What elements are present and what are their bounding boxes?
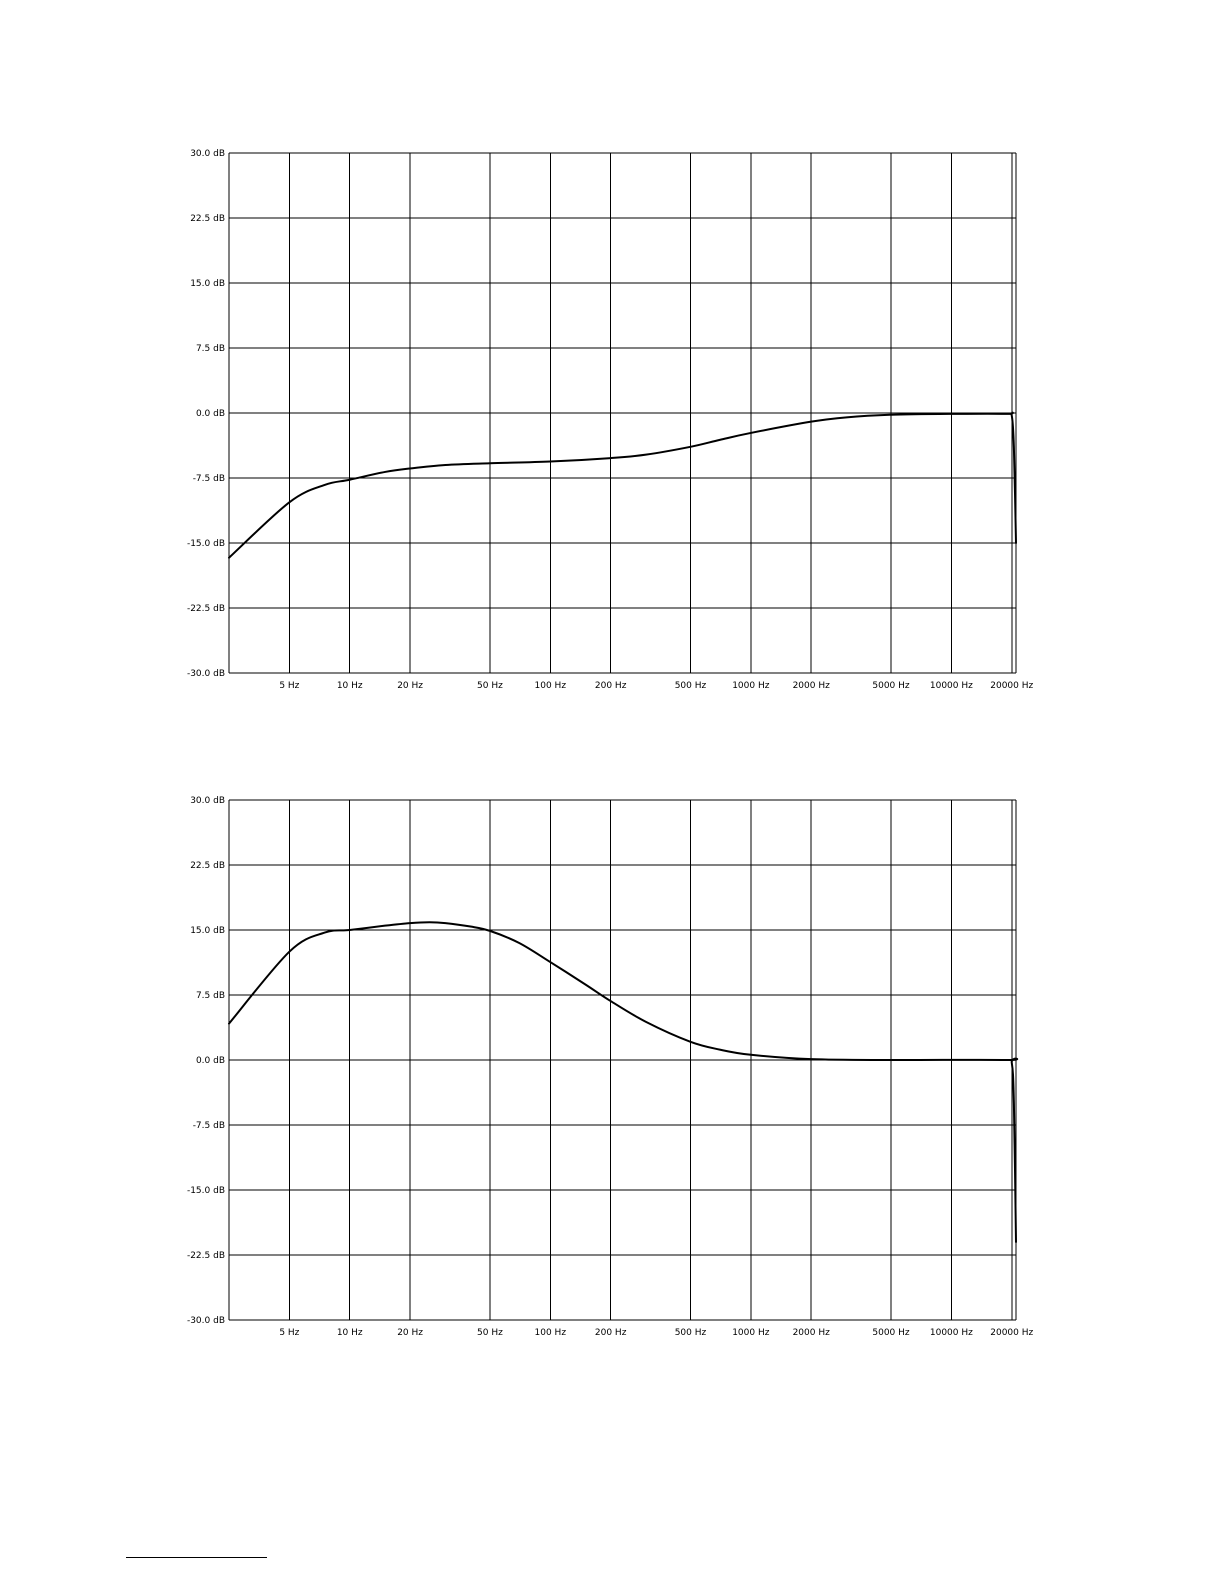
- x-tick-label: 500 Hz: [675, 681, 707, 691]
- y-tick-label: 15.0 dB: [190, 279, 225, 289]
- y-tick-label: 22.5 dB: [190, 861, 225, 871]
- x-tick-label: 100 Hz: [535, 1328, 567, 1338]
- x-tick-label: 50 Hz: [477, 1328, 503, 1338]
- x-tick-label: 1000 Hz: [732, 681, 770, 691]
- frequency-response-chart-bottom: 30.0 dB 22.5 dB 15.0 dB 7.5 dB 0.0 dB -7.5 dB…: [187, 796, 1034, 1338]
- frequency-response-chart-top: 30.0 dB 22.5 dB 15.0 dB 7.5 dB 0.0 dB -7.5 dB…: [187, 149, 1034, 691]
- x-tick-label: 50 Hz: [477, 681, 503, 691]
- grid: [228, 799, 1017, 1321]
- x-tick-label: 5000 Hz: [872, 681, 910, 691]
- x-tick-label: 10 Hz: [337, 1328, 363, 1338]
- x-tick-label: 5 Hz: [279, 1328, 299, 1338]
- y-tick-label: -7.5 dB: [193, 474, 225, 484]
- y-tick-label: 30.0 dB: [190, 149, 225, 159]
- response-curve: [228, 921, 1019, 1243]
- x-tick-label: 20 Hz: [397, 681, 423, 691]
- x-tick-label: 500 Hz: [675, 1328, 707, 1338]
- x-tick-label: 2000 Hz: [793, 1328, 831, 1338]
- grid: [228, 152, 1017, 674]
- y-tick-label: -22.5 dB: [187, 1251, 225, 1261]
- x-tick-label: 5 Hz: [279, 681, 299, 691]
- response-curve: [228, 411, 1017, 559]
- x-tick-label: 20000 Hz: [990, 1328, 1033, 1338]
- x-tick-label: 200 Hz: [595, 1328, 627, 1338]
- x-tick-label: 10000 Hz: [930, 1328, 973, 1338]
- x-tick-label: 5000 Hz: [872, 1328, 910, 1338]
- y-tick-label: -22.5 dB: [187, 604, 225, 614]
- x-tick-label: 20 Hz: [397, 1328, 423, 1338]
- y-tick-label: -15.0 dB: [187, 1186, 225, 1196]
- footnote-rule: [126, 1557, 267, 1558]
- x-tick-label: 200 Hz: [595, 681, 627, 691]
- x-tick-label: 20000 Hz: [990, 681, 1033, 691]
- x-tick-label: 2000 Hz: [793, 681, 831, 691]
- y-tick-label: 22.5 dB: [190, 214, 225, 224]
- y-tick-label: -7.5 dB: [193, 1121, 225, 1131]
- y-tick-label: -30.0 dB: [187, 669, 225, 679]
- x-tick-label: 10000 Hz: [930, 681, 973, 691]
- y-tick-label: 30.0 dB: [190, 796, 225, 806]
- y-tick-label: 7.5 dB: [196, 344, 225, 354]
- y-tick-label: -30.0 dB: [187, 1316, 225, 1326]
- x-tick-label: 100 Hz: [535, 681, 567, 691]
- y-tick-label: 15.0 dB: [190, 926, 225, 936]
- x-tick-label: 1000 Hz: [732, 1328, 770, 1338]
- y-tick-label: -15.0 dB: [187, 539, 225, 549]
- y-tick-label: 7.5 dB: [196, 991, 225, 1001]
- x-tick-label: 10 Hz: [337, 681, 363, 691]
- y-tick-label: 0.0 dB: [196, 409, 225, 419]
- y-tick-label: 0.0 dB: [196, 1056, 225, 1066]
